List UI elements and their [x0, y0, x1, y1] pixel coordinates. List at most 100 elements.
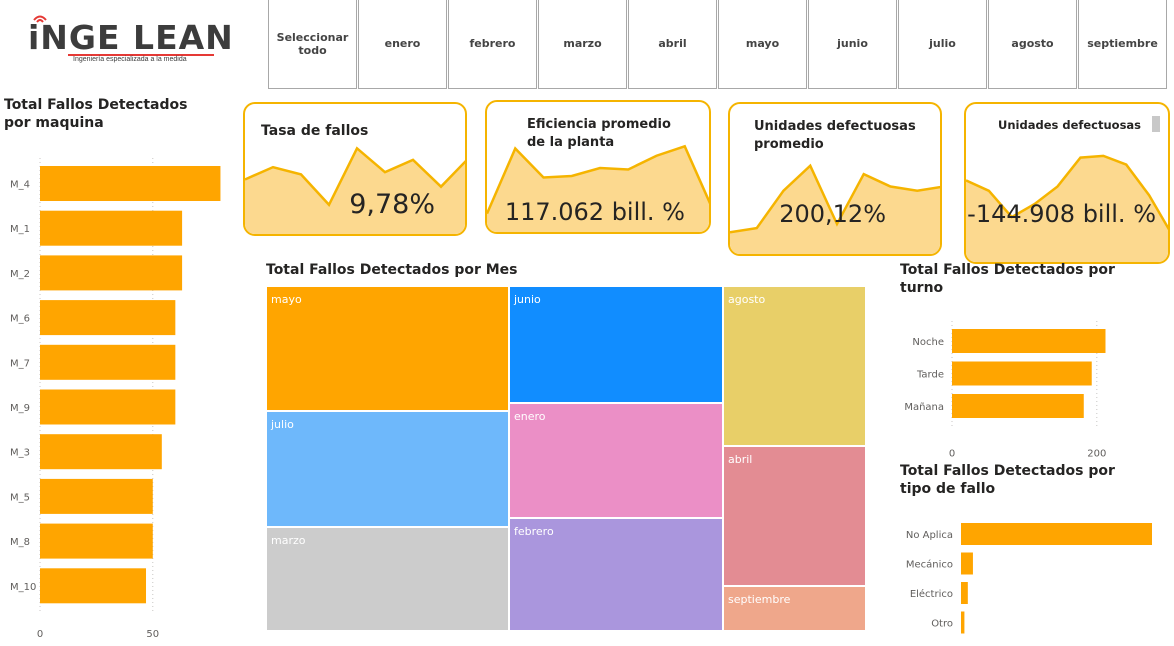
x-tick-label: 200 [1087, 449, 1106, 459]
kpi-sparkline [730, 163, 940, 254]
treemap-tile-julio[interactable]: julio [266, 411, 509, 527]
bar-M_3[interactable] [40, 434, 162, 470]
slicer-month-marzo[interactable]: marzo [538, 0, 627, 89]
slicer-month-febrero[interactable]: febrero [448, 0, 537, 89]
kpi-title: Unidades defectuosas promedio [754, 119, 916, 152]
bar-M_8[interactable] [40, 523, 153, 559]
sparkline-line [487, 144, 709, 215]
bar-M_10[interactable] [40, 568, 147, 604]
category-label: M_3 [10, 448, 30, 459]
slicer-month-abril[interactable]: abril [628, 0, 717, 89]
kpi-sparkline [245, 146, 465, 234]
logo-text: iNGE LEAN [28, 18, 234, 57]
shift-chart-title: Total Fallos Detectados por turno [900, 262, 1115, 297]
bar-No Aplica[interactable] [961, 523, 1152, 545]
treemap-tile-febrero[interactable]: febrero [509, 518, 723, 631]
category-label: M_1 [10, 224, 30, 235]
kpi-value: 117.062 bill. % [504, 198, 685, 226]
slicer-select-all[interactable]: Seleccionar todo [268, 0, 357, 89]
logo-underline [68, 54, 214, 56]
sparkline-line [730, 163, 940, 234]
sparkline-line [966, 154, 1168, 231]
kpi-card-tasa-fallos[interactable]: Tasa de fallos 9,78% [243, 102, 467, 236]
card-scrollbar[interactable] [1152, 116, 1160, 132]
tile-label: febrero [514, 525, 554, 538]
treemap-tile-abril[interactable]: abril [723, 446, 866, 586]
treemap-tile-enero[interactable]: enero [509, 403, 723, 518]
tile-label: septiembre [728, 593, 791, 606]
bar-Tarde[interactable] [952, 361, 1092, 386]
treemap-tile-mayo[interactable]: mayo [266, 286, 509, 411]
bar-Eléctrico[interactable] [961, 582, 968, 604]
kpi-title: Unidades defectuosas [998, 118, 1142, 132]
tile-label: enero [514, 410, 546, 423]
sparkline-line [245, 146, 465, 207]
kpi-sparkline [966, 154, 1168, 262]
bar-M_2[interactable] [40, 255, 183, 291]
kpi-value: 200,12% [779, 200, 886, 228]
month-treemap: mayo julio marzo junio enero febrero ago… [266, 286, 866, 631]
treemap-tile-septiembre[interactable]: septiembre [723, 586, 866, 631]
category-label: No Aplica [906, 530, 953, 541]
category-label: M_2 [10, 269, 30, 280]
slicer-month-junio[interactable]: junio [808, 0, 897, 89]
category-label: M_4 [10, 180, 30, 191]
category-label: M_8 [10, 537, 30, 548]
treemap-tile-agosto[interactable]: agosto [723, 286, 866, 446]
tile-label: abril [728, 453, 753, 466]
kpi-title: Tasa de fallos [261, 123, 369, 139]
ingelean-logo: iNGE LEAN Ingeniería especializada a la … [28, 14, 233, 70]
machine-chart-title: Total Fallos Detectados por maquina [4, 97, 188, 132]
slicer-month-septiembre[interactable]: septiembre [1078, 0, 1167, 89]
shift-bar-chart: 0 200 Noche Tarde Mañana [904, 321, 1106, 459]
slicer-month-agosto[interactable]: agosto [988, 0, 1077, 89]
kpi-card-eficiencia[interactable]: Eficiencia promedio de la planta 117.062… [485, 100, 711, 234]
treemap-tile-junio[interactable]: junio [509, 286, 723, 403]
bar-M_4[interactable] [40, 166, 221, 201]
bar-Noche[interactable] [952, 329, 1106, 353]
slicer-month-enero[interactable]: enero [358, 0, 447, 89]
category-label: M_5 [10, 492, 30, 503]
category-label: Mañana [904, 402, 944, 413]
bar-M_5[interactable] [40, 478, 153, 514]
tile-label: mayo [271, 293, 302, 306]
category-label: Noche [912, 337, 944, 348]
kpi-card-unidades-defectuosas[interactable]: Unidades defectuosas -144.908 bill. % [964, 102, 1170, 264]
sparkline-area [730, 165, 940, 254]
bar-M_1[interactable] [40, 210, 183, 246]
bar-Mañana[interactable] [952, 394, 1084, 418]
failure-type-chart-title: Total Fallos Detectados por tipo de fall… [900, 463, 1115, 498]
kpi-card-unidades-promedio[interactable]: Unidades defectuosas promedio 200,12% [728, 102, 942, 256]
bar-M_9[interactable] [40, 389, 176, 425]
machine-bar-chart: 0 50 M_4 M_1 M_2 M_6 M_7 M_9 M_3 M_5 M_8 M_10 [10, 158, 221, 640]
treemap-tile-marzo[interactable]: marzo [266, 527, 509, 631]
slicer-month-julio[interactable]: julio [898, 0, 987, 89]
category-label: Eléctrico [910, 588, 953, 600]
treemap-title: Total Fallos Detectados por Mes [266, 262, 518, 278]
sparkline-area [487, 146, 709, 232]
kpi-title: Eficiencia promedio de la planta [527, 117, 671, 150]
category-label: M_6 [10, 314, 30, 325]
kpi-value: -144.908 bill. % [967, 200, 1156, 228]
category-label: M_9 [10, 403, 30, 414]
slicer-month-mayo[interactable]: mayo [718, 0, 807, 89]
sparkline-area [966, 155, 1168, 262]
category-label: M_10 [10, 582, 36, 593]
bar-M_6[interactable] [40, 300, 176, 336]
bar-M_7[interactable] [40, 344, 176, 380]
kpi-sparkline [487, 144, 709, 232]
wifi-logo-icon [33, 15, 47, 23]
x-tick-label: 0 [949, 449, 955, 459]
tile-label: marzo [271, 534, 306, 547]
kpi-value: 9,78% [349, 189, 435, 220]
category-label: Mecánico [906, 559, 953, 571]
x-tick-label: 0 [37, 629, 43, 640]
x-tick-label: 50 [146, 629, 159, 640]
category-label: M_7 [10, 358, 30, 369]
logo-tagline: Ingeniería especializada a la medida [73, 56, 187, 63]
sparkline-area [245, 148, 465, 234]
bar-Mecánico[interactable] [961, 552, 973, 575]
tile-label: agosto [728, 293, 766, 306]
bar-Otro[interactable] [961, 611, 965, 634]
tile-label: julio [271, 418, 294, 431]
